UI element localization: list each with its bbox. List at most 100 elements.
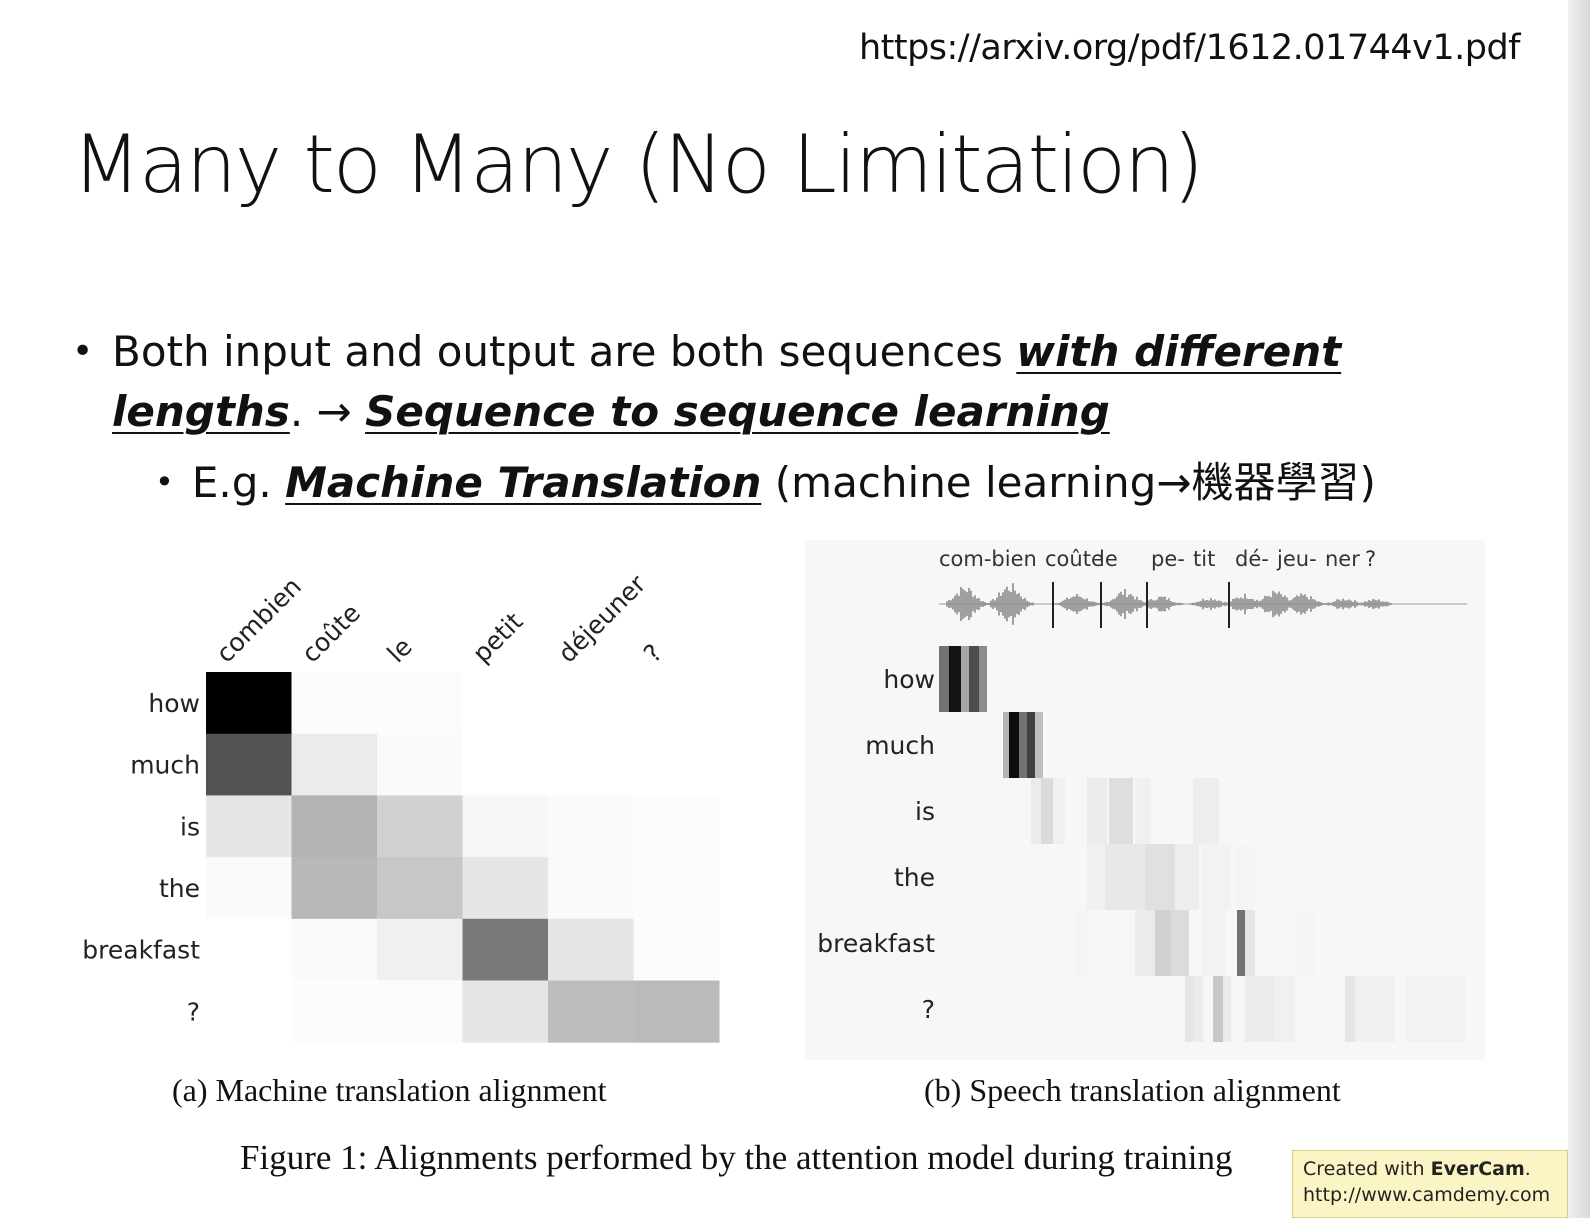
- attention-stripe: [1053, 778, 1065, 844]
- heatmap-cell: [633, 918, 720, 981]
- heatmap-cell: [633, 795, 720, 858]
- slide-title: Many to Many (No Limitation): [72, 118, 1204, 211]
- subbullet-suffix: (machine learning→機器學習): [761, 458, 1376, 507]
- attention-stripe: [949, 646, 961, 712]
- attention-stripe: [1185, 976, 1193, 1042]
- figure-caption: Figure 1: Alignments performed by the at…: [240, 1138, 1233, 1177]
- bullet-text: Both input and output are both sequences…: [112, 322, 1472, 442]
- emphasis-machine-translation: Machine Translation: [285, 458, 762, 507]
- heatmap-cell: [206, 795, 292, 858]
- bullet-arrow-text: . →: [289, 387, 366, 436]
- emphasis-different-lengths: with different lengths: [112, 327, 1342, 436]
- heatmap-cell: [377, 733, 463, 796]
- heatmap-cell: [462, 733, 549, 796]
- attention-stripe: [1109, 778, 1133, 844]
- attention-stripe: [1087, 844, 1105, 910]
- heatmap-cell: [206, 918, 292, 981]
- heatmap-cell: [377, 857, 463, 920]
- attention-stripe: [1235, 844, 1255, 910]
- attention-stripe: [1019, 712, 1027, 778]
- attention-stripe: [1305, 844, 1325, 910]
- row-label: ?: [187, 997, 200, 1026]
- heatmap-cell: [548, 918, 634, 981]
- attention-stripe: [1245, 910, 1255, 976]
- syllable-label: pe-: [1151, 547, 1185, 571]
- subbullet-prefix: E.g.: [191, 458, 286, 507]
- row-label: is: [915, 797, 935, 826]
- heatmap-cell: [206, 672, 292, 735]
- emphasis-seq2seq: Sequence to sequence learning: [365, 387, 1110, 436]
- attention-stripe: [1193, 976, 1203, 1042]
- column-label: petit: [467, 607, 529, 669]
- attention-stripe: [1035, 712, 1043, 778]
- heatmap-cell: [633, 733, 720, 796]
- heatmap-cell: [291, 795, 378, 858]
- column-label: déjeuner: [552, 569, 651, 668]
- attention-stripe: [1105, 844, 1145, 910]
- heatmap-cell: [377, 672, 463, 735]
- attention-stripe: [1171, 910, 1189, 976]
- heatmap-cell: [548, 733, 634, 796]
- heatmap-cell: [548, 857, 634, 920]
- syllable-label: jeu-: [1276, 547, 1317, 571]
- attention-stripe: [1155, 910, 1171, 976]
- heatmap-cell: [633, 672, 720, 735]
- figure-caption-clip: Figure 1: Alignments performed by the at…: [240, 1138, 1292, 1198]
- attention-stripe: [1245, 976, 1275, 1042]
- attention-stripe: [1075, 910, 1089, 976]
- attention-stripe: [1041, 778, 1053, 844]
- heatmap-cell: [291, 672, 378, 735]
- heatmap-cell: [633, 980, 720, 1043]
- heatmap-cell: [633, 857, 720, 920]
- attention-stripe: [1295, 910, 1315, 976]
- column-label: coûte: [296, 598, 366, 668]
- heatmap-cell: [377, 918, 463, 981]
- source-url[interactable]: https://arxiv.org/pdf/1612.01744v1.pdf: [858, 28, 1521, 68]
- syllable-label: ?: [1365, 547, 1376, 571]
- attention-stripe: [1275, 976, 1295, 1042]
- heatmap-cell: [206, 857, 292, 920]
- attention-stripe: [1031, 778, 1041, 844]
- attention-stripe: [1355, 976, 1395, 1042]
- heatmap-cell: [462, 795, 549, 858]
- heatmap-cell: [462, 672, 549, 735]
- bullet-text-plain: Both input and output are both sequences: [112, 327, 1017, 376]
- syllable-label: dé-: [1235, 547, 1269, 571]
- attention-stripe: [979, 646, 987, 712]
- row-label: much: [865, 731, 935, 760]
- attention-stripe: [1135, 778, 1151, 844]
- watermark-url[interactable]: http://www.camdemy.com: [1303, 1184, 1551, 1206]
- row-label: how: [148, 689, 200, 718]
- row-label: breakfast: [82, 936, 200, 965]
- heatmap-cell: [291, 980, 378, 1043]
- caption-a: (a) Machine translation alignment: [172, 1072, 607, 1108]
- attention-stripe: [1193, 778, 1219, 844]
- row-label: ?: [922, 995, 935, 1024]
- row-label: the: [894, 863, 935, 892]
- subbullet-dot: •: [155, 463, 174, 501]
- attention-stripe: [1223, 976, 1231, 1042]
- column-label: le: [381, 632, 417, 668]
- syllable-label: le: [1099, 547, 1118, 571]
- attention-stripe: [1003, 712, 1009, 778]
- heatmap-cell: [462, 918, 549, 981]
- column-label: combien: [210, 572, 306, 668]
- row-label: breakfast: [817, 929, 935, 958]
- row-label: the: [159, 874, 200, 903]
- subbullet-machine-translation: • E.g. Machine Translation (machine learn…: [155, 452, 1376, 513]
- attention-stripe: [1135, 910, 1155, 976]
- heatmap-cell: [462, 857, 549, 920]
- attention-stripe: [1213, 976, 1223, 1042]
- heatmap-cell: [291, 733, 378, 796]
- attention-stripe: [1237, 910, 1245, 976]
- attention-stripe: [1405, 976, 1465, 1042]
- attention-stripe: [1201, 910, 1225, 976]
- evercam-watermark[interactable]: Created with EverCam. http://www.camdemy…: [1292, 1150, 1568, 1218]
- watermark-prefix: Created with: [1303, 1158, 1431, 1180]
- syllable-label: com-bien: [939, 547, 1037, 571]
- heatmap-cell: [548, 795, 634, 858]
- syllable-label: coûte: [1045, 547, 1104, 571]
- watermark-period: .: [1524, 1158, 1531, 1180]
